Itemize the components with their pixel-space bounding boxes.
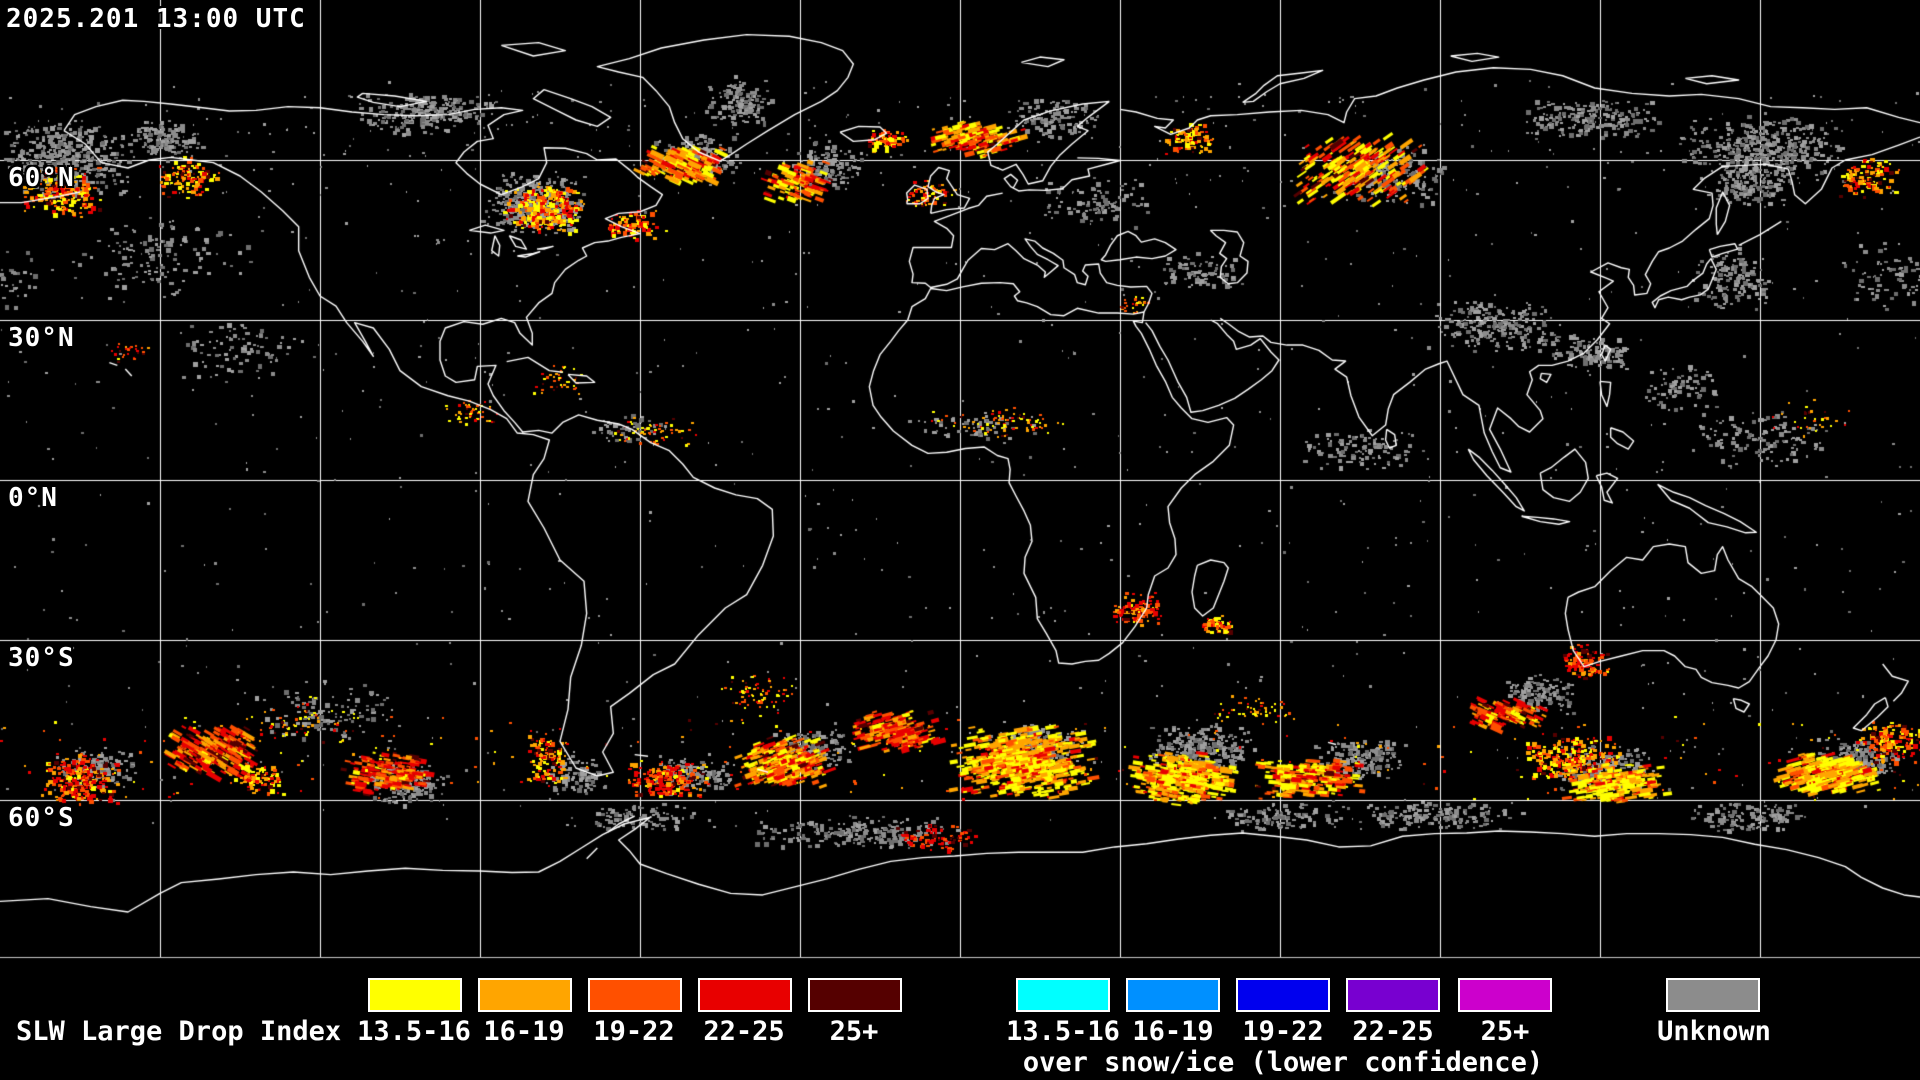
label-ldi-25plus: 25+ xyxy=(829,1016,879,1047)
label-unknown: Unknown xyxy=(1657,1016,1771,1047)
swatch-snow-16-19 xyxy=(1126,978,1220,1012)
swatch-snow-13.5-16 xyxy=(1016,978,1110,1012)
label-ldi-13.5-16: 13.5-16 xyxy=(357,1016,471,1047)
swatch-ldi-19-22 xyxy=(588,978,682,1012)
swatch-snow-19-22 xyxy=(1236,978,1330,1012)
lat-label-60s: 60°S xyxy=(8,803,75,833)
swatch-ldi-25plus xyxy=(808,978,902,1012)
label-snow-13.5-16: 13.5-16 xyxy=(1006,1016,1120,1047)
swatch-ldi-22-25 xyxy=(698,978,792,1012)
label-ldi-19-22: 19-22 xyxy=(593,1016,675,1047)
label-snow-22-25: 22-25 xyxy=(1352,1016,1434,1047)
swatch-snow-25plus xyxy=(1458,978,1552,1012)
timestamp: 2025.201 13:00 UTC xyxy=(6,4,306,34)
swatch-unknown xyxy=(1666,978,1760,1012)
lat-label-30s: 30°S xyxy=(8,643,75,673)
swatch-snow-22-25 xyxy=(1346,978,1440,1012)
lat-label-60n: 60°N xyxy=(8,163,75,193)
label-snow-25plus: 25+ xyxy=(1480,1016,1530,1047)
label-snow-16-19: 16-19 xyxy=(1132,1016,1214,1047)
swatch-ldi-16-19 xyxy=(478,978,572,1012)
label-snow-19-22: 19-22 xyxy=(1242,1016,1324,1047)
lat-label-0n: 0°N xyxy=(8,483,58,513)
label-ldi-16-19: 16-19 xyxy=(483,1016,565,1047)
legend-snow-caption: over snow/ice (lower confidence) xyxy=(1022,1047,1544,1078)
label-ldi-22-25: 22-25 xyxy=(703,1016,785,1047)
swatch-ldi-13.5-16 xyxy=(368,978,462,1012)
legend-title: SLW Large Drop Index xyxy=(16,1016,342,1047)
lat-label-30n: 30°N xyxy=(8,323,75,353)
